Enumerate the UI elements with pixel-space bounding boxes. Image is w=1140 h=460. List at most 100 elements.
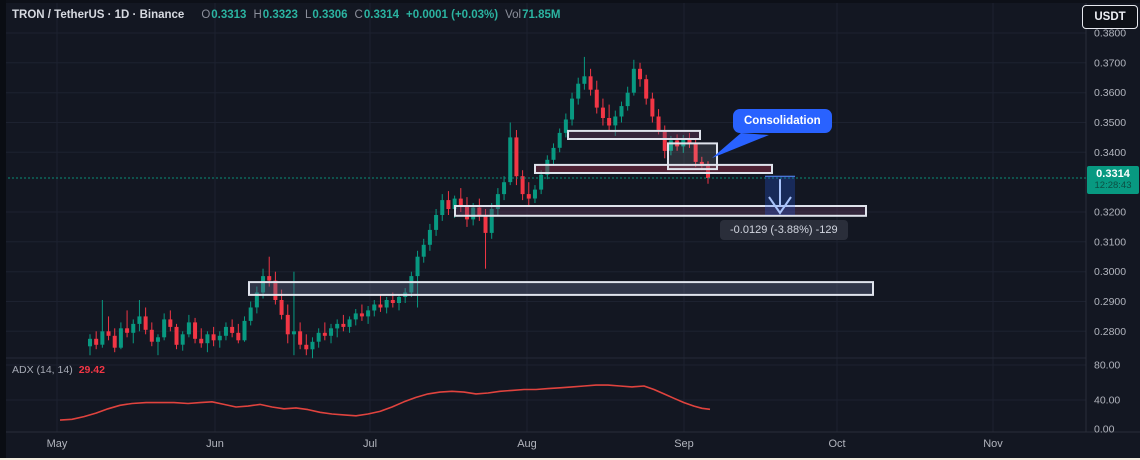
time-axis-month-label[interactable]: Jun xyxy=(206,438,224,450)
candle-body xyxy=(434,215,439,230)
change-value: +0.0001 (+0.03%) xyxy=(406,9,499,21)
candle-body xyxy=(390,300,395,303)
candle-body xyxy=(415,256,420,277)
open-label: O xyxy=(201,9,211,21)
candle-body xyxy=(88,338,92,347)
last-price-value: 0.3314 xyxy=(1096,168,1130,180)
time-axis-month-label[interactable]: Sep xyxy=(674,438,694,450)
candle-body xyxy=(310,341,315,350)
candle-body xyxy=(588,76,593,90)
candle-body xyxy=(341,323,346,327)
candle-body xyxy=(471,207,476,220)
candle-body xyxy=(409,276,414,293)
candle-body xyxy=(625,92,630,107)
candle-body xyxy=(532,189,537,199)
candle-body xyxy=(508,137,513,183)
candle-body xyxy=(514,137,519,177)
candle-body xyxy=(242,320,247,341)
price-axis-tick: 0.3800 xyxy=(1094,28,1126,40)
candle-body xyxy=(322,332,327,336)
support-zone-1[interactable] xyxy=(454,205,867,217)
candle-body xyxy=(464,206,469,220)
high-value: 0.3323 xyxy=(262,9,298,21)
candle-body xyxy=(335,323,340,329)
candle-body xyxy=(551,147,556,160)
symbol-title[interactable]: TRON / TetherUS · 1D · Binance xyxy=(12,9,185,21)
price-axis-tick: 0.3500 xyxy=(1094,117,1126,129)
low-value: 0.3306 xyxy=(312,9,348,21)
candle-body xyxy=(656,116,661,130)
close-label: C xyxy=(354,9,363,21)
high-label: H xyxy=(253,9,262,21)
resistance-zone-1[interactable] xyxy=(567,129,701,140)
candle-body xyxy=(205,334,210,344)
currency-toggle-button[interactable]: USDT xyxy=(1082,5,1138,29)
candle-body xyxy=(267,276,272,281)
candle-body xyxy=(619,106,624,117)
candle-body xyxy=(539,174,544,190)
candle-body xyxy=(397,297,401,303)
candle-body xyxy=(211,334,216,341)
adx-indicator-legend[interactable]: ADX (14, 14) 29.42 xyxy=(12,364,105,376)
candle-body xyxy=(285,314,290,335)
candle-body xyxy=(526,194,531,199)
candle-body xyxy=(607,118,612,126)
time-axis-month-label[interactable]: Aug xyxy=(517,438,537,450)
candle-body xyxy=(347,319,352,327)
symbol-legend: TRON / TetherUS · 1D · Binance O0.3313 H0.… xyxy=(12,8,560,23)
candle-body xyxy=(638,68,643,80)
candle-body xyxy=(613,116,618,126)
candle-body xyxy=(186,322,191,335)
consolidation-box[interactable] xyxy=(667,142,718,171)
candle-body xyxy=(329,328,334,336)
candle-body xyxy=(644,79,649,99)
time-axis-month-label[interactable]: Nov xyxy=(983,438,1003,450)
candle-body xyxy=(366,310,371,317)
consolidation-callout[interactable]: Consolidation xyxy=(733,109,832,133)
price-axis-tick: 0.3600 xyxy=(1094,87,1126,99)
candle-body xyxy=(137,316,142,324)
window-bottom-edge xyxy=(0,458,1140,460)
candle-body xyxy=(378,304,383,308)
candle-body xyxy=(520,176,525,195)
candle-body xyxy=(594,89,599,108)
candle-body xyxy=(582,76,587,84)
candle-body xyxy=(279,300,284,315)
support-zone-2[interactable] xyxy=(248,281,874,296)
candle-body xyxy=(304,344,309,350)
candle-body xyxy=(180,334,185,345)
adx-axis-tick: 40.00 xyxy=(1094,395,1120,407)
candle-body xyxy=(557,132,562,148)
candle-body xyxy=(458,198,463,207)
window-left-edge xyxy=(0,0,6,460)
price-axis-tick: 0.3400 xyxy=(1094,147,1126,159)
candle-body xyxy=(168,319,173,327)
time-axis-month-label[interactable]: May xyxy=(47,438,68,450)
adx-line xyxy=(59,384,711,421)
candle-body xyxy=(174,326,179,345)
candle-body xyxy=(273,280,278,300)
last-price-badge[interactable]: 0.3314 12:28:43 xyxy=(1087,166,1139,194)
adx-axis-tick: 80.00 xyxy=(1094,360,1120,372)
candle-body xyxy=(217,335,222,341)
time-axis-month-label[interactable]: Oct xyxy=(828,438,845,450)
candle-body xyxy=(199,338,204,344)
volume-label: Vol xyxy=(505,9,522,21)
candle-body xyxy=(149,329,154,342)
candle-body xyxy=(254,292,259,308)
price-axis-tick: 0.2900 xyxy=(1094,296,1126,308)
candle-body xyxy=(125,328,130,333)
low-label: L xyxy=(304,9,312,21)
measure-arrow-head-icon xyxy=(768,196,792,215)
price-axis-tick: 0.2800 xyxy=(1094,326,1126,338)
candle-body xyxy=(668,140,673,151)
resistance-zone-2[interactable] xyxy=(534,163,773,174)
candle-body xyxy=(495,194,500,209)
candle-body xyxy=(477,207,482,215)
measure-tooltip[interactable]: -0.0129 (-3.88%) -129 xyxy=(720,220,848,240)
candle-body xyxy=(650,98,655,117)
time-axis-month-label[interactable]: Jul xyxy=(363,438,377,450)
adx-indicator-value: 29.42 xyxy=(78,364,105,376)
candle-body xyxy=(94,338,99,345)
